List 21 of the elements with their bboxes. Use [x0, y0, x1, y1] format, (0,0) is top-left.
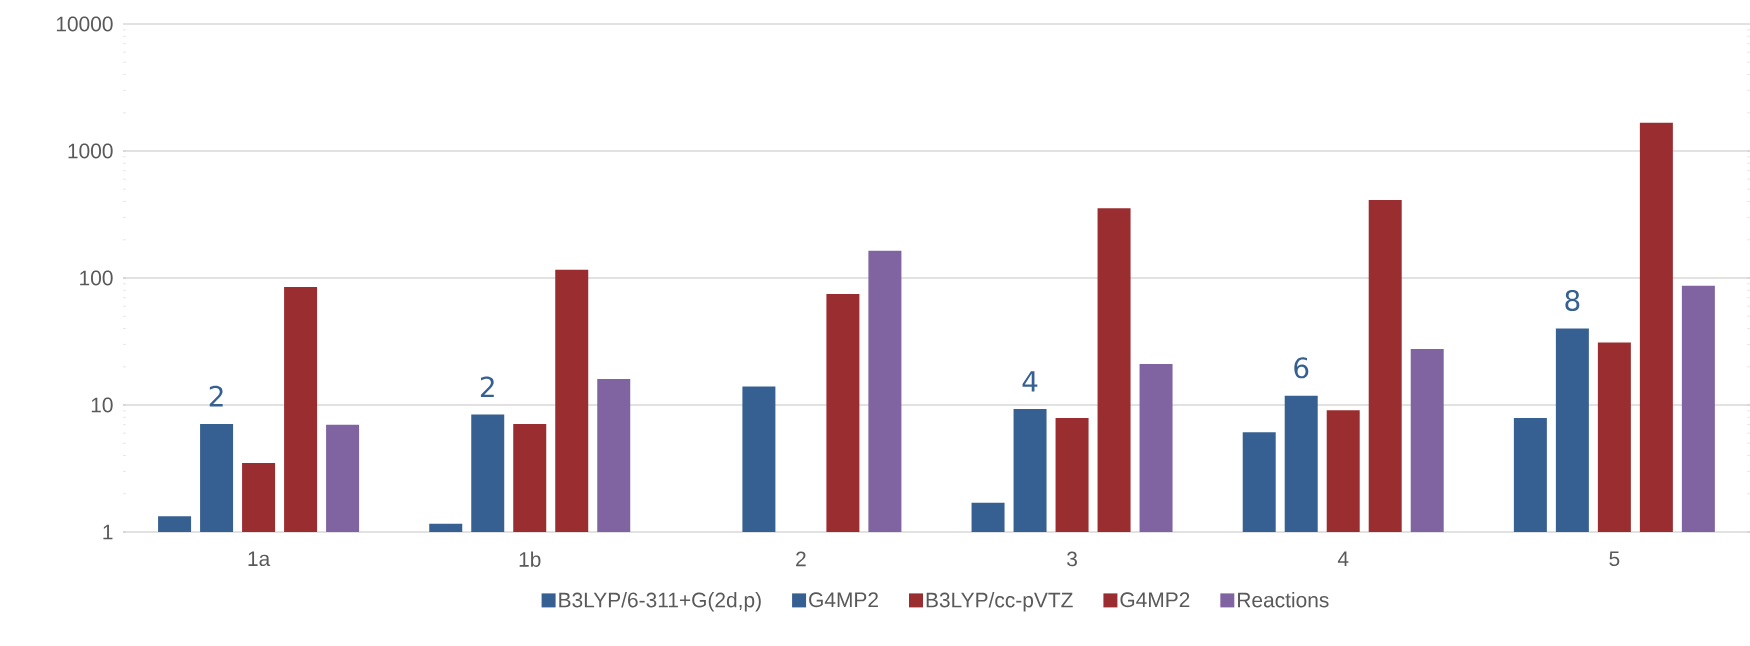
annotation: 8: [1565, 289, 1580, 312]
x-tick-label: 4: [1337, 551, 1349, 566]
legend-label: G4MP2: [809, 592, 878, 608]
x-tick-label: 3: [1067, 551, 1077, 567]
legend-label: Reactions: [1238, 592, 1329, 608]
x-tick-label: 2: [796, 551, 806, 567]
y-tick-label: 10: [91, 397, 113, 413]
y-tick-label: 1000: [68, 143, 113, 159]
legend-label: B3LYP/cc-pVTZ: [926, 592, 1073, 612]
legend-label: G4MP2: [1120, 592, 1190, 608]
y-tick-label: 10000: [56, 16, 113, 32]
x-tick-label: 5: [1609, 551, 1620, 567]
legend-label: B3LYP/6-311+G(2d,p): [559, 592, 761, 612]
y-tick-label: 100: [80, 270, 113, 286]
x-tick-label: 1b: [519, 551, 541, 567]
annotation: 2: [480, 376, 494, 398]
annotation: 2: [209, 385, 223, 407]
y-tick-label: 1: [103, 524, 113, 540]
annotation: 6: [1294, 357, 1309, 379]
annotation: 4: [1022, 371, 1038, 392]
x-tick-label: 1a: [248, 551, 271, 567]
